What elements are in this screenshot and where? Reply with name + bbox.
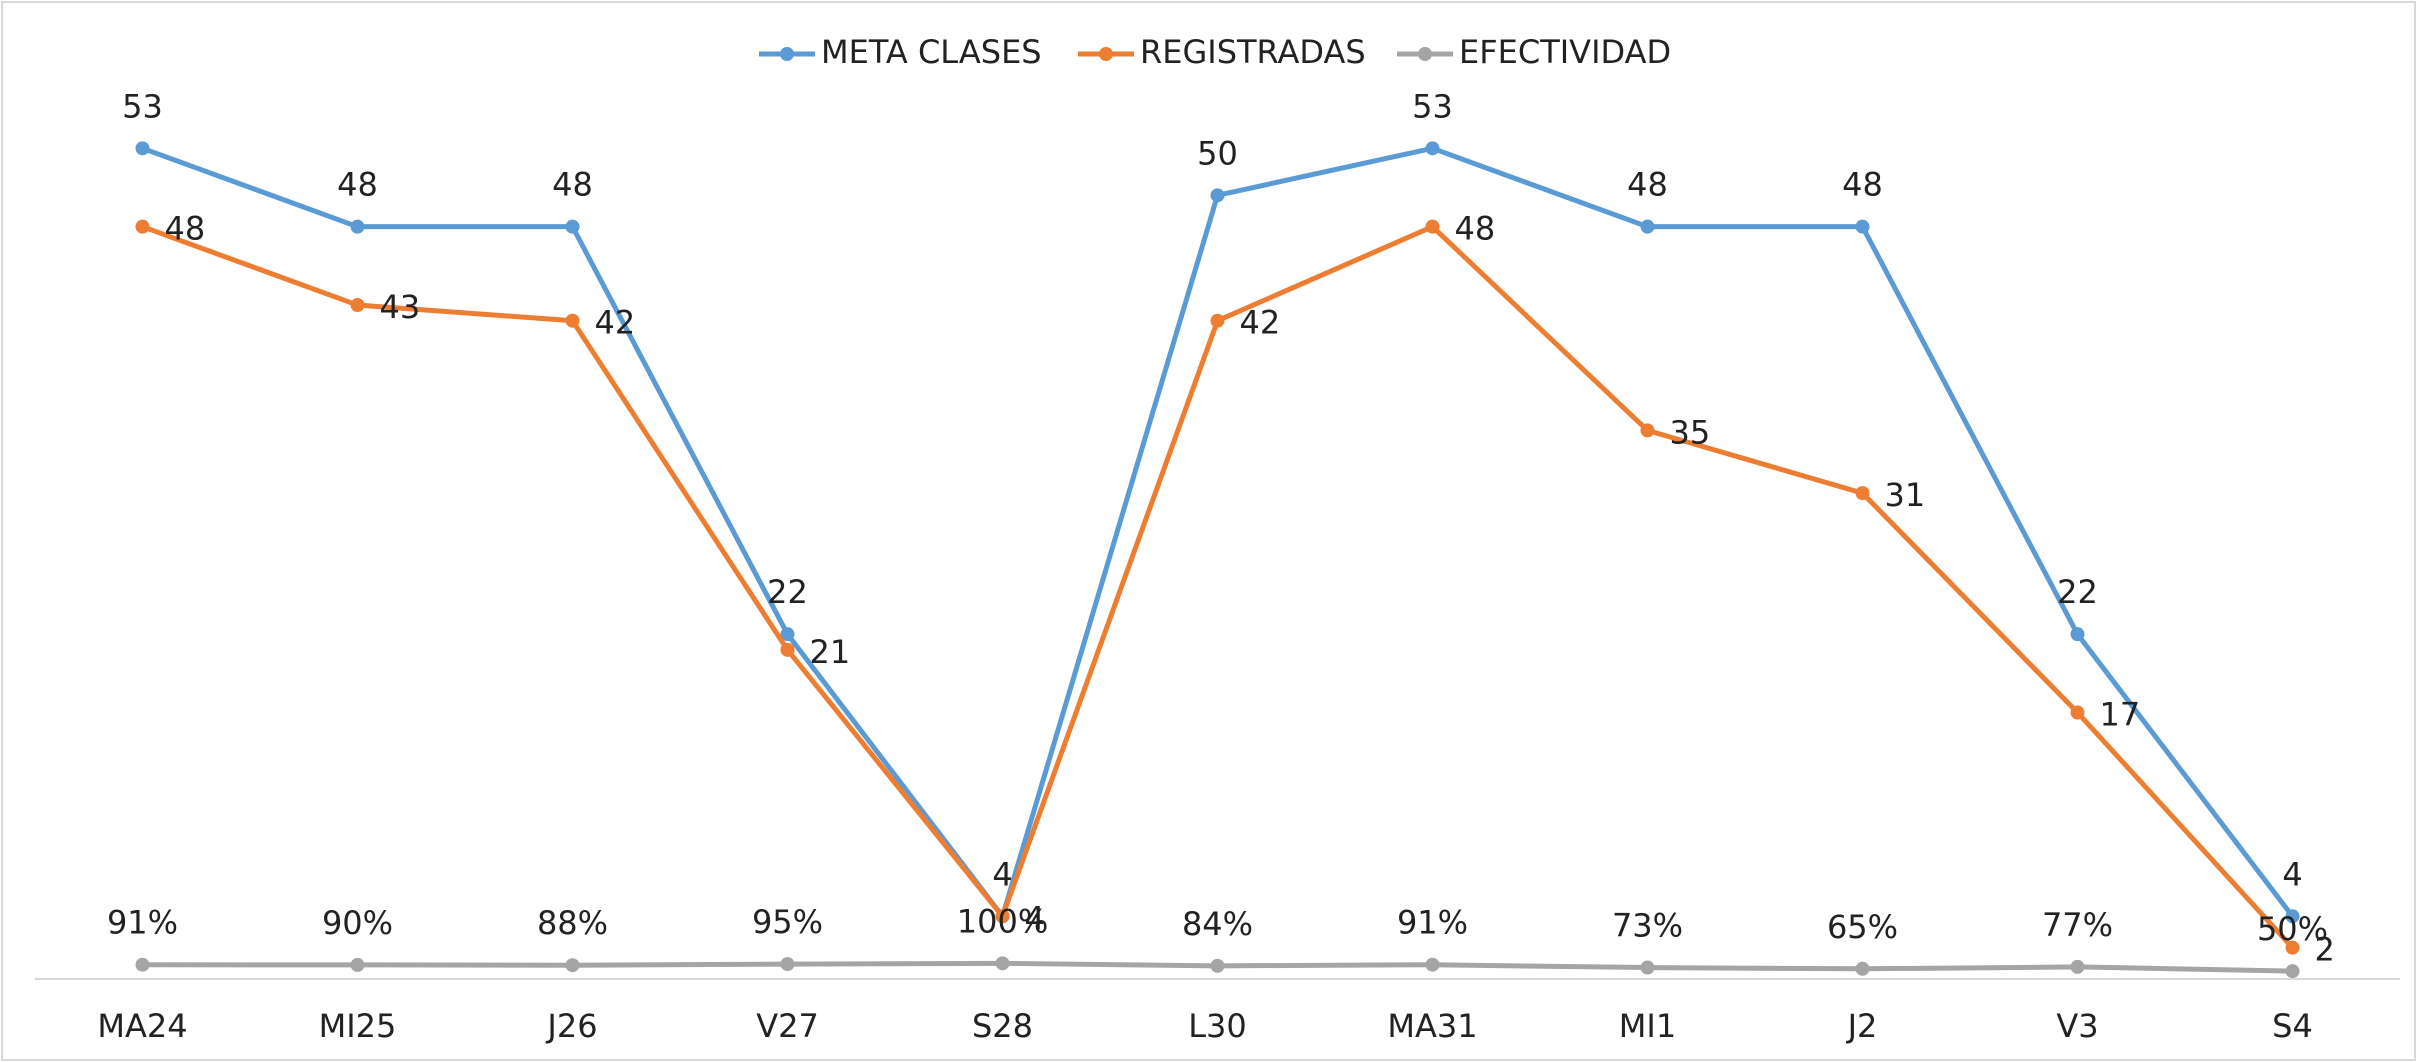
data-label: 53	[1412, 87, 1453, 125]
data-label: 48	[552, 166, 593, 204]
point	[135, 957, 150, 972]
x-tick-label: V3	[2056, 1007, 2098, 1045]
x-tick-label: V27	[756, 1007, 819, 1045]
x-tick-label: MI1	[1619, 1007, 1676, 1045]
legend-marker	[1099, 47, 1113, 61]
point	[1425, 141, 1440, 156]
x-tick-label: L30	[1188, 1007, 1247, 1045]
data-label: 31	[1885, 476, 1926, 514]
data-label: 84%	[1182, 905, 1253, 943]
legend-marker	[1418, 47, 1432, 61]
data-label: 53	[122, 87, 163, 125]
x-tick-label: MI25	[319, 1007, 397, 1045]
point	[565, 958, 580, 973]
data-label: 73%	[1612, 907, 1683, 945]
legend-label: EFECTIVIDAD	[1459, 33, 1671, 71]
x-tick-label: MA24	[97, 1007, 187, 1045]
data-label: 48	[1627, 166, 1668, 204]
point	[1855, 219, 1870, 234]
x-tick-label: J26	[545, 1007, 597, 1045]
data-label: 91%	[107, 904, 178, 942]
data-label: 77%	[2042, 906, 2113, 944]
point	[1855, 961, 1870, 976]
legend-marker	[780, 47, 794, 61]
data-label: 22	[2057, 573, 2098, 611]
point	[350, 957, 365, 972]
point	[1210, 958, 1225, 973]
data-label: 50	[1197, 134, 1238, 172]
point	[135, 141, 150, 156]
data-label: 43	[380, 288, 421, 326]
data-label: 35	[1670, 413, 1711, 451]
data-label: 22	[767, 573, 808, 611]
point	[780, 627, 795, 642]
data-label: 21	[810, 633, 851, 671]
point	[780, 642, 795, 657]
x-tick-label: S4	[2272, 1007, 2313, 1045]
point	[1855, 486, 1870, 501]
legend-label: META CLASES	[821, 33, 1042, 71]
point	[350, 219, 365, 234]
legend-label: REGISTRADAS	[1140, 33, 1366, 71]
x-tick-label: MA31	[1387, 1007, 1477, 1045]
data-label: 91%	[1397, 904, 1468, 942]
point	[1640, 423, 1655, 438]
point	[135, 219, 150, 234]
data-label: 42	[1240, 304, 1281, 342]
data-label: 48	[1842, 166, 1883, 204]
point	[2285, 940, 2300, 955]
data-label: 50%	[2257, 910, 2328, 948]
point	[565, 219, 580, 234]
point	[995, 956, 1010, 971]
point	[2070, 627, 2085, 642]
data-label: 48	[165, 210, 206, 248]
data-label: 88%	[537, 904, 608, 942]
data-label: 4	[1025, 899, 1045, 937]
point	[2070, 705, 2085, 720]
point	[350, 298, 365, 313]
data-label: 48	[1455, 210, 1496, 248]
data-label: 17	[2100, 696, 2141, 734]
x-tick-label: S28	[972, 1007, 1033, 1045]
point	[1210, 188, 1225, 203]
data-label: 65%	[1827, 908, 1898, 946]
point	[565, 313, 580, 328]
point	[1640, 960, 1655, 975]
data-label: 42	[595, 304, 636, 342]
point	[2285, 964, 2300, 979]
point	[1425, 957, 1440, 972]
data-label: 100%	[957, 902, 1048, 940]
data-label: 4	[992, 855, 1012, 893]
point	[2070, 959, 2085, 974]
point	[2285, 909, 2300, 924]
point	[780, 957, 795, 972]
data-label: 95%	[752, 903, 823, 941]
point	[995, 909, 1010, 924]
data-label: 4	[2282, 855, 2302, 893]
data-label: 48	[337, 166, 378, 204]
data-label: 2	[2315, 931, 2335, 969]
point	[1425, 219, 1440, 234]
data-label: 90%	[322, 904, 393, 942]
x-tick-label: J2	[1846, 1007, 1878, 1045]
point	[1640, 219, 1655, 234]
point	[1210, 313, 1225, 328]
